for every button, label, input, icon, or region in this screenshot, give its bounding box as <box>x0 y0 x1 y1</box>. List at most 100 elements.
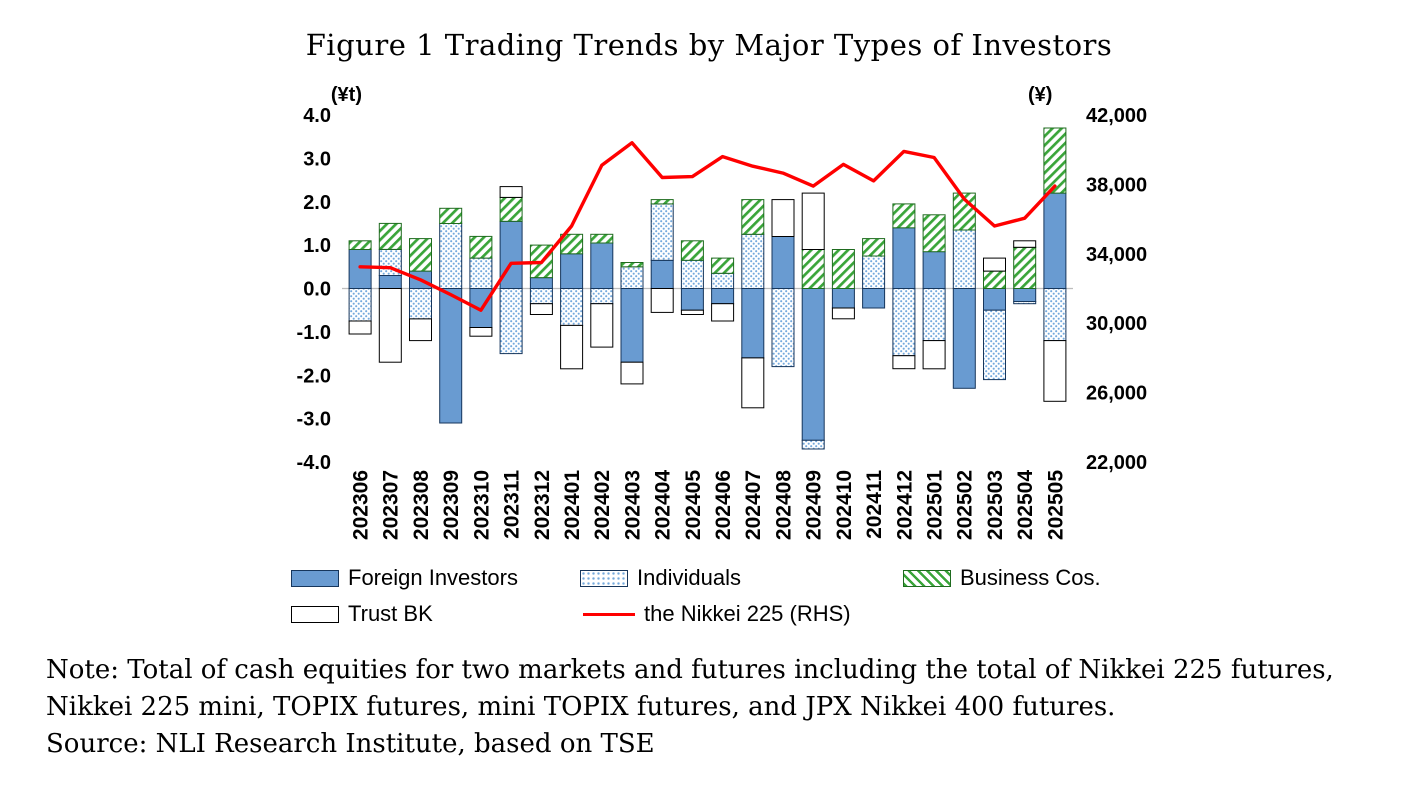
bar-foreign-investors <box>378 275 402 289</box>
left-axis-tick: 0.0 <box>303 279 331 301</box>
left-axis-unit: (¥t) <box>331 85 362 106</box>
bar-trust-bk <box>922 340 946 370</box>
x-axis-label: 202402 <box>591 470 614 540</box>
x-axis-label: 202312 <box>531 470 554 540</box>
legend-item-nikkei-225: the Nikkei 225 (RHS) <box>583 601 851 627</box>
bar-business-cos <box>620 262 644 268</box>
x-axis-label: 202406 <box>712 470 735 540</box>
bar-business-cos <box>650 199 674 205</box>
bar-trust-bk <box>409 318 432 342</box>
bar-business-cos <box>711 257 735 274</box>
bar-individuals <box>922 288 946 342</box>
bar-foreign-investors <box>529 277 553 289</box>
bar-foreign-investors <box>680 288 704 311</box>
bar-trust-bk <box>529 303 553 315</box>
figure-title: Figure 1 Trading Trends by Major Types o… <box>305 28 1113 62</box>
legend-item-foreign-investors: Foreign Investors <box>291 565 518 591</box>
x-axis-label: 202306 <box>349 470 372 540</box>
left-axis-tick: -2.0 <box>297 365 331 387</box>
bar-trust-bk <box>560 324 584 370</box>
bar-business-cos <box>680 240 704 261</box>
bar-individuals <box>892 288 916 357</box>
bar-individuals <box>952 229 976 289</box>
bar-individuals <box>529 288 553 305</box>
left-axis-tick: 4.0 <box>303 105 331 127</box>
nikkei-225-line <box>358 141 1057 312</box>
bar-business-cos <box>801 249 825 289</box>
x-axis-label: 202504 <box>1014 470 1037 540</box>
bar-foreign-investors <box>771 235 795 289</box>
bar-trust-bk <box>892 355 916 370</box>
legend-item-individuals: Individuals <box>580 565 741 591</box>
bar-trust-bk <box>983 257 1006 272</box>
legend-swatch-trust-bk <box>291 605 339 623</box>
right-axis-tick: 22,000 <box>1086 452 1147 474</box>
x-axis-label: 202501 <box>923 470 946 540</box>
bar-foreign-investors <box>831 288 855 309</box>
bar-trust-bk <box>348 320 372 335</box>
x-axis-label: 202408 <box>772 470 795 540</box>
bar-individuals <box>348 288 372 322</box>
bar-foreign-investors <box>499 220 523 289</box>
bar-business-cos <box>469 235 493 259</box>
legend-swatch-nikkei-line <box>583 612 635 616</box>
bar-individuals <box>741 233 765 290</box>
legend-swatch-foreign-investors <box>291 569 339 587</box>
bar-foreign-investors <box>620 288 644 363</box>
bar-foreign-investors <box>711 288 735 305</box>
bar-foreign-investors <box>1013 288 1037 302</box>
bar-business-cos <box>831 249 855 289</box>
bar-individuals <box>620 266 644 290</box>
bar-individuals <box>469 257 493 290</box>
x-axis-label: 202407 <box>742 470 765 540</box>
bar-trust-bk <box>1043 340 1067 402</box>
bar-foreign-investors <box>348 249 372 289</box>
bar-foreign-investors <box>801 288 825 441</box>
note-line-2: Nikkei 225 mini, TOPIX futures, mini TOP… <box>46 692 1116 722</box>
bar-foreign-investors <box>560 253 584 290</box>
bar-individuals <box>711 272 735 290</box>
bar-business-cos <box>590 233 614 244</box>
bar-individuals <box>560 288 584 326</box>
bar-business-cos <box>741 199 765 235</box>
bar-trust-bk <box>741 357 765 409</box>
right-axis-unit: (¥) <box>1028 85 1052 106</box>
x-axis-label: 202310 <box>470 470 493 540</box>
bar-trust-bk <box>620 361 644 385</box>
bar-trust-bk <box>711 303 735 322</box>
x-axis-label: 202308 <box>410 470 433 540</box>
bar-business-cos <box>983 270 1006 290</box>
bar-foreign-investors <box>983 288 1006 311</box>
bar-individuals <box>771 288 795 368</box>
bar-business-cos <box>560 233 584 255</box>
bar-foreign-investors <box>439 288 463 424</box>
x-axis-label: 202411 <box>863 470 886 539</box>
bar-trust-bk <box>771 199 795 237</box>
x-axis-label: 202410 <box>833 470 856 540</box>
x-axis-label: 202401 <box>561 470 584 540</box>
bar-individuals <box>983 309 1006 381</box>
bar-individuals <box>1013 301 1037 305</box>
legend-label-trust-bk: Trust BK <box>348 601 433 626</box>
left-axis-tick: 2.0 <box>303 192 331 214</box>
bar-business-cos <box>499 196 523 222</box>
bar-trust-bk <box>650 288 674 313</box>
left-axis-tick: 1.0 <box>303 235 331 257</box>
right-axis-tick: 30,000 <box>1086 313 1147 335</box>
bar-individuals <box>1043 288 1067 342</box>
left-axis-tick: -4.0 <box>297 452 331 474</box>
bar-foreign-investors <box>650 259 674 290</box>
bar-trust-bk <box>469 327 493 337</box>
bar-individuals <box>409 288 432 320</box>
bar-foreign-investors <box>952 288 976 389</box>
bar-business-cos <box>348 240 372 251</box>
right-axis-tick: 34,000 <box>1086 244 1147 266</box>
bar-individuals <box>499 288 523 355</box>
x-axis-label: 202412 <box>893 470 916 540</box>
x-axis-label: 202311 <box>500 470 523 539</box>
right-axis-tick: 42,000 <box>1086 105 1147 127</box>
x-axis-label: 202502 <box>954 470 977 540</box>
left-axis-tick: -1.0 <box>297 322 331 344</box>
bar-individuals <box>439 222 463 289</box>
left-axis-tick: -3.0 <box>297 409 331 431</box>
